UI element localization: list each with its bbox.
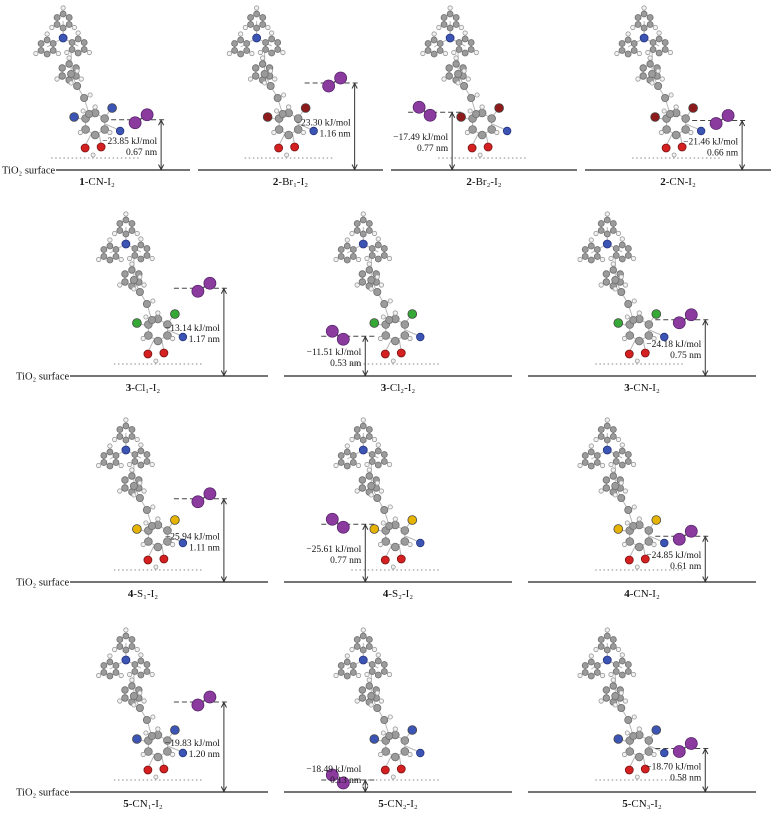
panel-title: 4-S₁-I₂	[128, 588, 158, 600]
molecule-graphic	[333, 417, 425, 570]
iodine-distance-annotation	[632, 109, 749, 171]
iodine-distance-annotation	[244, 71, 361, 171]
tio2-surface-label: TiO₂ surface	[16, 788, 69, 799]
panel-title: 4-S₂-I₂	[383, 588, 413, 600]
panel-canvas: −17.49 kJ/mol 0.77 nm 2-Br₂-I₂	[391, 5, 577, 188]
panel-canvas: −24.18 kJ/mol 0.75 nm 3-CN-I₂	[528, 211, 756, 394]
molecule-graphic	[226, 5, 318, 158]
tio2-surface-label: TiO₂ surface	[16, 578, 69, 589]
figure-row: TiO₂ surface −13.14 kJ/mol 1.17 nm 3-Cl₁…	[0, 192, 775, 398]
panel-canvas: TiO₂ surface −19.83 kJ/mol 1.20 nm 5-CN₁…	[16, 627, 268, 810]
panel-title: 2-Br₂-I₂	[466, 176, 501, 188]
molecule-panel: −18.70 kJ/mol 0.58 nm 5-CN₃-I₂	[524, 604, 760, 814]
adsorption-distance-label: 1.16 nm	[319, 130, 351, 140]
panel-title: 5-CN₂-I₂	[378, 798, 418, 810]
binding-energy-label: −24.85 kJ/mol	[646, 551, 701, 561]
molecule-panel: TiO₂ surface −19.83 kJ/mol 1.20 nm 5-CN₁…	[14, 604, 272, 814]
molecule-graphic	[614, 5, 706, 158]
molecule-graphic	[333, 627, 425, 780]
adsorption-distance-label: 1.17 nm	[189, 335, 221, 345]
panel-canvas: −18.49 kJ/mol 0.13 nm 5-CN₂-I₂	[284, 627, 512, 810]
molecule-panel: TiO₂ surface −23.85 kJ/mol 0.67 nm 1-CN-…	[0, 0, 194, 192]
panel-title: 1-CN-I₂	[79, 176, 115, 188]
iodine-distance-annotation	[321, 512, 442, 583]
iodine-distance-annotation	[321, 768, 442, 793]
panel-canvas: TiO₂ surface −25.94 kJ/mol 1.11 nm 4-S₁-…	[16, 417, 268, 600]
binding-energy-label: −19.83 kJ/mol	[165, 739, 220, 749]
molecule-graphic	[33, 5, 125, 158]
molecule-panel: −24.85 kJ/mol 0.61 nm 4-CN-I₂	[524, 398, 760, 604]
panel-canvas: −18.70 kJ/mol 0.58 nm 5-CN₃-I₂	[528, 627, 756, 810]
binding-energy-label: −18.70 kJ/mol	[646, 762, 701, 772]
molecule-graphic	[577, 417, 669, 570]
panel-title: 3-Cl₁-I₂	[126, 382, 161, 394]
adsorption-distance-label: 0.77 nm	[330, 556, 362, 566]
adsorption-distance-label: 0.58 nm	[670, 773, 702, 783]
adsorption-distance-label: 0.66 nm	[707, 148, 739, 158]
molecule-panel: −24.18 kJ/mol 0.75 nm 3-CN-I₂	[524, 192, 760, 398]
adsorption-distance-label: 0.77 nm	[417, 144, 449, 154]
binding-energy-label: −24.18 kJ/mol	[646, 340, 701, 350]
panel-title: 3-CN-I₂	[624, 382, 660, 394]
molecule-graphic	[420, 5, 512, 158]
tio2-surface-label: TiO₂ surface	[2, 166, 55, 177]
binding-energy-label: −25.94 kJ/mol	[165, 532, 220, 542]
binding-energy-label: −21.46 kJ/mol	[683, 137, 738, 147]
panel-canvas: −21.46 kJ/mol 0.66 nm 2-CN-I₂	[585, 5, 771, 188]
panel-title: 5-CN₃-I₂	[622, 798, 662, 810]
molecule-panel: −18.49 kJ/mol 0.13 nm 5-CN₂-I₂	[280, 604, 516, 814]
adsorption-distance-label: 0.53 nm	[330, 359, 362, 369]
molecule-graphic	[577, 211, 669, 364]
iodine-distance-annotation	[113, 690, 230, 793]
adsorption-distance-label: 0.13 nm	[330, 776, 362, 786]
figure-row: TiO₂ surface −19.83 kJ/mol 1.20 nm 5-CN₁…	[0, 604, 775, 814]
molecule-graphic	[577, 627, 669, 780]
binding-energy-label: −18.49 kJ/mol	[306, 765, 361, 775]
adsorption-distance-label: 1.11 nm	[189, 543, 220, 553]
binding-energy-label: −23.85 kJ/mol	[102, 137, 157, 147]
adsorption-distance-label: 0.75 nm	[670, 351, 702, 361]
binding-energy-label: −17.49 kJ/mol	[393, 133, 448, 143]
panel-title: 2-CN-I₂	[660, 176, 696, 188]
molecule-panel: −25.61 kJ/mol 0.77 nm 4-S₂-I₂	[280, 398, 516, 604]
panel-title: 3-Cl₂-I₂	[381, 382, 416, 394]
iodine-distance-annotation	[113, 487, 230, 583]
tio2-surface-label: TiO₂ surface	[16, 372, 69, 383]
panel-canvas: −11.51 kJ/mol 0.53 nm 3-Cl₂-I₂	[284, 211, 512, 394]
binding-energy-label: −25.61 kJ/mol	[306, 545, 361, 555]
panel-title: 2-Br₁-I₂	[273, 176, 308, 188]
figure-row: TiO₂ surface −23.85 kJ/mol 0.67 nm 1-CN-…	[0, 0, 775, 192]
panel-canvas: TiO₂ surface −13.14 kJ/mol 1.17 nm 3-Cl₁…	[16, 211, 268, 394]
panel-canvas: TiO₂ surface −23.85 kJ/mol 0.67 nm 1-CN-…	[2, 5, 190, 188]
molecule-graphic	[96, 211, 188, 364]
adsorption-distance-label: 1.20 nm	[189, 750, 221, 760]
adsorption-distance-label: 0.67 nm	[126, 148, 158, 158]
molecule-graphic	[96, 417, 188, 570]
molecule-panel: −21.46 kJ/mol 0.66 nm 2-CN-I₂	[581, 0, 775, 192]
panel-canvas: −25.61 kJ/mol 0.77 nm 4-S₂-I₂	[284, 417, 512, 600]
binding-energy-label: −23.30 kJ/mol	[296, 119, 351, 129]
iodine-distance-annotation	[595, 524, 712, 583]
molecule-graphic	[96, 627, 188, 780]
molecule-panel: TiO₂ surface −25.94 kJ/mol 1.11 nm 4-S₁-…	[14, 398, 272, 604]
iodine-distance-annotation	[51, 108, 168, 171]
molecule-panel: −23.30 kJ/mol 1.16 nm 2-Br₁-I₂	[194, 0, 387, 192]
binding-energy-label: −13.14 kJ/mol	[165, 324, 220, 334]
molecule-panel: −17.49 kJ/mol 0.77 nm 2-Br₂-I₂	[387, 0, 581, 192]
iodine-distance-annotation	[595, 308, 712, 377]
panel-canvas: −23.30 kJ/mol 1.16 nm 2-Br₁-I₂	[198, 5, 383, 188]
molecule-panel: −11.51 kJ/mol 0.53 nm 3-Cl₂-I₂	[280, 192, 516, 398]
binding-energy-label: −11.51 kJ/mol	[307, 348, 362, 358]
panel-canvas: −24.85 kJ/mol 0.61 nm 4-CN-I₂	[528, 417, 756, 600]
figure-row: TiO₂ surface −25.94 kJ/mol 1.11 nm 4-S₁-…	[0, 398, 775, 604]
adsorption-distance-label: 0.61 nm	[670, 562, 702, 572]
molecule-panel: TiO₂ surface −13.14 kJ/mol 1.17 nm 3-Cl₁…	[14, 192, 272, 398]
panel-title: 4-CN-I₂	[624, 588, 660, 600]
iodine-distance-annotation	[595, 737, 712, 793]
panel-title: 5-CN₁-I₂	[123, 798, 163, 810]
iodine-distance-annotation	[113, 276, 230, 377]
molecule-graphic	[333, 211, 425, 364]
